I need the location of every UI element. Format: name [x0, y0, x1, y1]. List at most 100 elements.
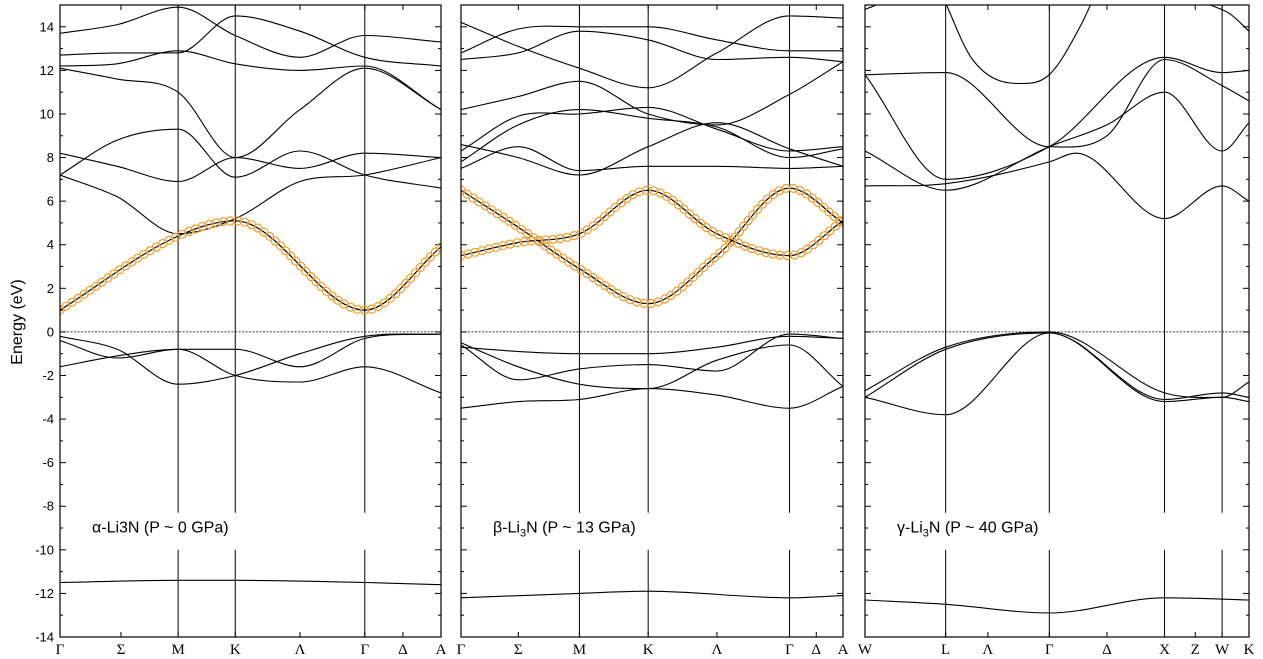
highlight-marker	[782, 251, 792, 261]
highlight-marker	[646, 298, 656, 308]
highlight-marker	[359, 305, 370, 315]
highlight-marker	[562, 232, 572, 242]
highlight-marker	[291, 256, 301, 266]
highlight-marker	[599, 212, 610, 222]
highlight-marker	[677, 282, 688, 292]
highlight-marker	[715, 248, 725, 258]
highlight-marker	[555, 234, 565, 244]
highlight-marker	[679, 204, 689, 214]
highlight-marker	[693, 267, 704, 277]
highlight-marker	[610, 202, 621, 212]
highlight-marker	[684, 209, 695, 219]
k-point-label: Γ	[56, 642, 65, 658]
highlight-marker	[789, 250, 800, 260]
panel-annotation: α-Li3N (P ~ 0 GPa)	[92, 519, 229, 536]
highlight-marker	[306, 271, 316, 282]
k-point-label: Δ	[811, 642, 821, 658]
k-point-label: Γ	[360, 642, 369, 658]
highlight-marker	[814, 235, 824, 245]
highlight-marker	[505, 239, 515, 249]
y-tick-label: -2	[42, 368, 54, 383]
highlight-marker	[296, 261, 306, 271]
highlight-marker	[836, 217, 843, 227]
highlight-marker	[788, 183, 798, 193]
k-point-label: W	[858, 642, 873, 658]
k-point-label: Λ	[982, 642, 993, 658]
highlight-marker	[768, 249, 778, 259]
band-line	[60, 128, 441, 189]
k-point-label: A	[838, 642, 849, 658]
highlight-marker	[690, 214, 700, 224]
highlight-marker	[668, 195, 678, 205]
highlight-marker	[743, 215, 753, 226]
y-tick-label: -8	[42, 499, 54, 514]
highlight-marker	[835, 216, 843, 226]
highlight-marker	[512, 238, 522, 248]
band-line	[60, 6, 441, 58]
k-point-label: A	[436, 642, 447, 658]
y-tick-label: 0	[47, 324, 54, 339]
band-line	[865, 332, 1249, 416]
band-line	[461, 30, 843, 63]
band-line	[865, 5, 877, 10]
band-line	[461, 342, 843, 390]
highlight-marker	[695, 218, 706, 228]
core-band	[865, 597, 1249, 614]
k-point-label: M	[171, 642, 184, 658]
core-band	[461, 590, 843, 599]
band-line	[461, 122, 843, 176]
highlight-marker	[265, 231, 275, 241]
band-line	[865, 58, 1249, 148]
highlight-marker	[225, 216, 236, 226]
highlight-marker	[634, 187, 645, 197]
band-line	[461, 333, 843, 381]
core-band	[60, 579, 441, 586]
k-point-label: Λ	[295, 642, 306, 658]
highlight-marker	[754, 246, 764, 256]
band-line	[60, 333, 441, 385]
k-point-label: Z	[1191, 642, 1200, 658]
band-line	[461, 61, 843, 126]
highlight-marker	[204, 219, 214, 230]
highlight-marker	[819, 231, 829, 241]
band-line	[60, 152, 441, 183]
highlight-marker	[683, 277, 693, 287]
highlight-marker	[218, 217, 228, 227]
k-point-label: X	[1159, 642, 1170, 658]
highlight-marker	[425, 252, 435, 262]
panel-frame	[59, 4, 442, 638]
k-point-label: Σ	[514, 642, 523, 658]
band-line	[60, 67, 441, 159]
band-line	[946, 5, 1092, 85]
panel-frame	[460, 4, 844, 638]
highlight-marker	[757, 199, 768, 209]
highlight-marker	[415, 262, 425, 273]
highlight-marker	[807, 193, 817, 203]
band-group	[60, 6, 441, 586]
highlight-marker	[301, 266, 311, 276]
y-tick-label: 10	[40, 106, 54, 121]
highlight-marker	[752, 204, 763, 214]
band-line	[60, 333, 441, 368]
highlight-marker	[720, 243, 730, 253]
highlighted-band-line	[60, 220, 441, 311]
k-point-label: W	[1215, 642, 1230, 658]
k-point-label: Γ	[785, 642, 794, 658]
highlight-marker	[275, 241, 285, 251]
y-tick-label: 2	[47, 281, 54, 296]
band-line	[461, 146, 843, 172]
k-point-label: K	[230, 642, 241, 658]
band-line	[461, 106, 843, 152]
k-point-label: Λ	[711, 642, 722, 658]
highlight-marker	[540, 241, 550, 251]
highlight-marker	[830, 221, 840, 231]
highlight-marker	[321, 286, 332, 296]
band-line	[865, 332, 1249, 401]
k-point-label: Σ	[117, 642, 126, 658]
y-tick-label: -6	[42, 455, 54, 470]
band-line	[60, 50, 441, 111]
highlight-marker	[484, 244, 494, 254]
highlight-marker	[533, 235, 544, 245]
highlight-marker	[632, 297, 642, 307]
highlight-marker	[352, 304, 362, 314]
